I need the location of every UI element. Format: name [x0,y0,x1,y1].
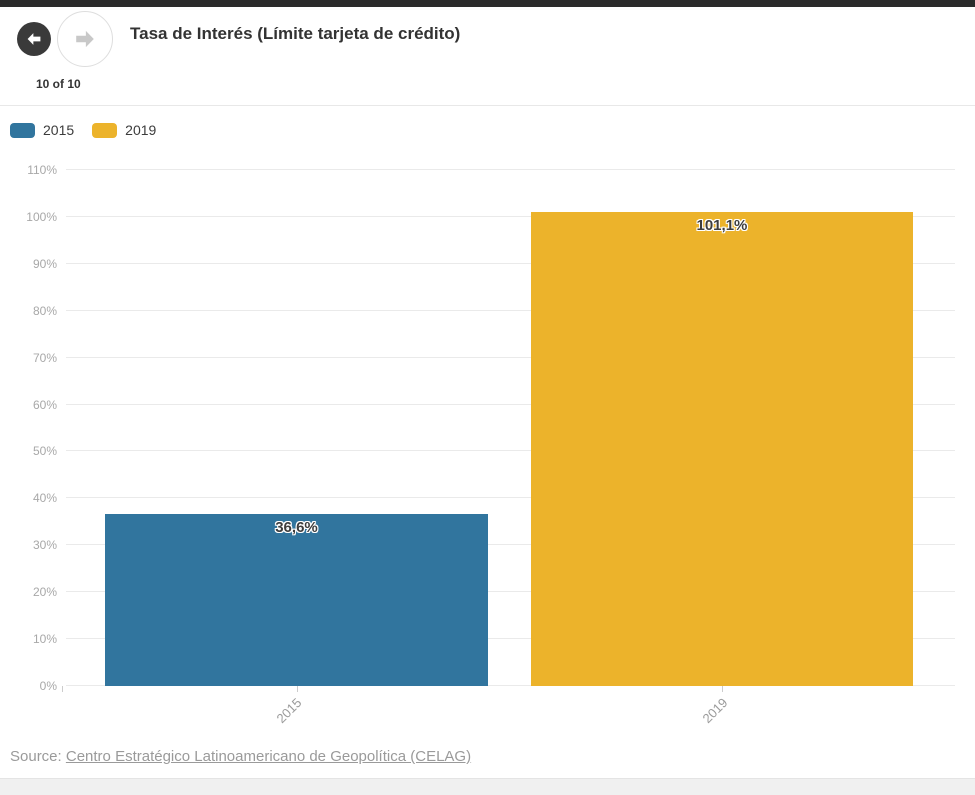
y-axis-tick-label: 20% [32,585,57,600]
y-axis-tick-label: 100% [26,209,57,224]
footer-strip [0,778,975,795]
x-axis-tick [721,686,723,692]
arrow-right-icon [74,28,96,50]
gridline [66,591,955,593]
gridline [66,638,955,640]
gridline [66,450,955,452]
legend-label: 2019 [125,122,157,138]
legend-item-2019[interactable]: 2019 [92,122,156,138]
legend: 2015 2019 [10,122,156,138]
gridline [66,544,955,546]
gridline [66,403,955,405]
y-axis-tick-label: 30% [32,538,57,553]
y-axis-tick-label: 80% [32,303,57,318]
source-link[interactable]: Centro Estratégico Latinoamericano de Ge… [65,748,472,765]
pagination-status: 10 of 10 [36,77,81,91]
header: 10 of 10 Tasa de Interés (Límite tarjeta… [0,7,975,106]
legend-label: 2015 [43,122,75,138]
next-chart-button[interactable] [57,11,113,67]
gridline [66,262,955,264]
y-axis-tick-label: 70% [32,350,57,365]
x-axis-tick [296,686,298,692]
bar-value-label: 101,1% [696,216,748,234]
y-axis-tick-label: 60% [32,397,57,412]
bar-2019[interactable]: 101,1% [530,211,913,686]
legend-item-2015[interactable]: 2015 [10,122,74,138]
gridline [66,169,955,170]
arrow-left-icon [26,31,42,47]
gridline [66,215,955,217]
y-axis-tick-label: 50% [32,444,57,459]
y-axis-tick-label: 110% [27,163,57,177]
x-axis-label-2015: 2015 [273,695,305,727]
gridline [66,309,955,311]
y-axis-tick-label: 90% [32,256,57,271]
bar-2015[interactable]: 36,6% [105,514,488,686]
y-axis-tick-label: 40% [32,491,57,506]
legend-swatch-2019 [92,122,118,138]
bar-chart-plot-area: 36,6% 101,1% 2015 2019 0% 10% 20% 30% 40% 50%… [26,163,955,726]
chart-title: Tasa de Interés (Límite tarjeta de crédi… [130,24,461,43]
gridline [66,497,955,499]
top-accent-bar [0,0,975,7]
bar-value-label: 36,6% [275,519,318,537]
previous-chart-button[interactable] [17,22,51,56]
y-axis-zero-tick [62,686,63,692]
gridline [66,356,955,358]
source-line: Source: Centro Estratégico Latinoamerica… [10,748,471,765]
gridline [66,685,955,686]
y-axis-tick-label: 0% [39,679,57,693]
x-axis-label-2019: 2019 [698,695,731,727]
legend-swatch-2015 [10,122,35,138]
source-prefix: Source: [10,748,62,765]
y-axis-tick-label: 10% [32,632,57,647]
